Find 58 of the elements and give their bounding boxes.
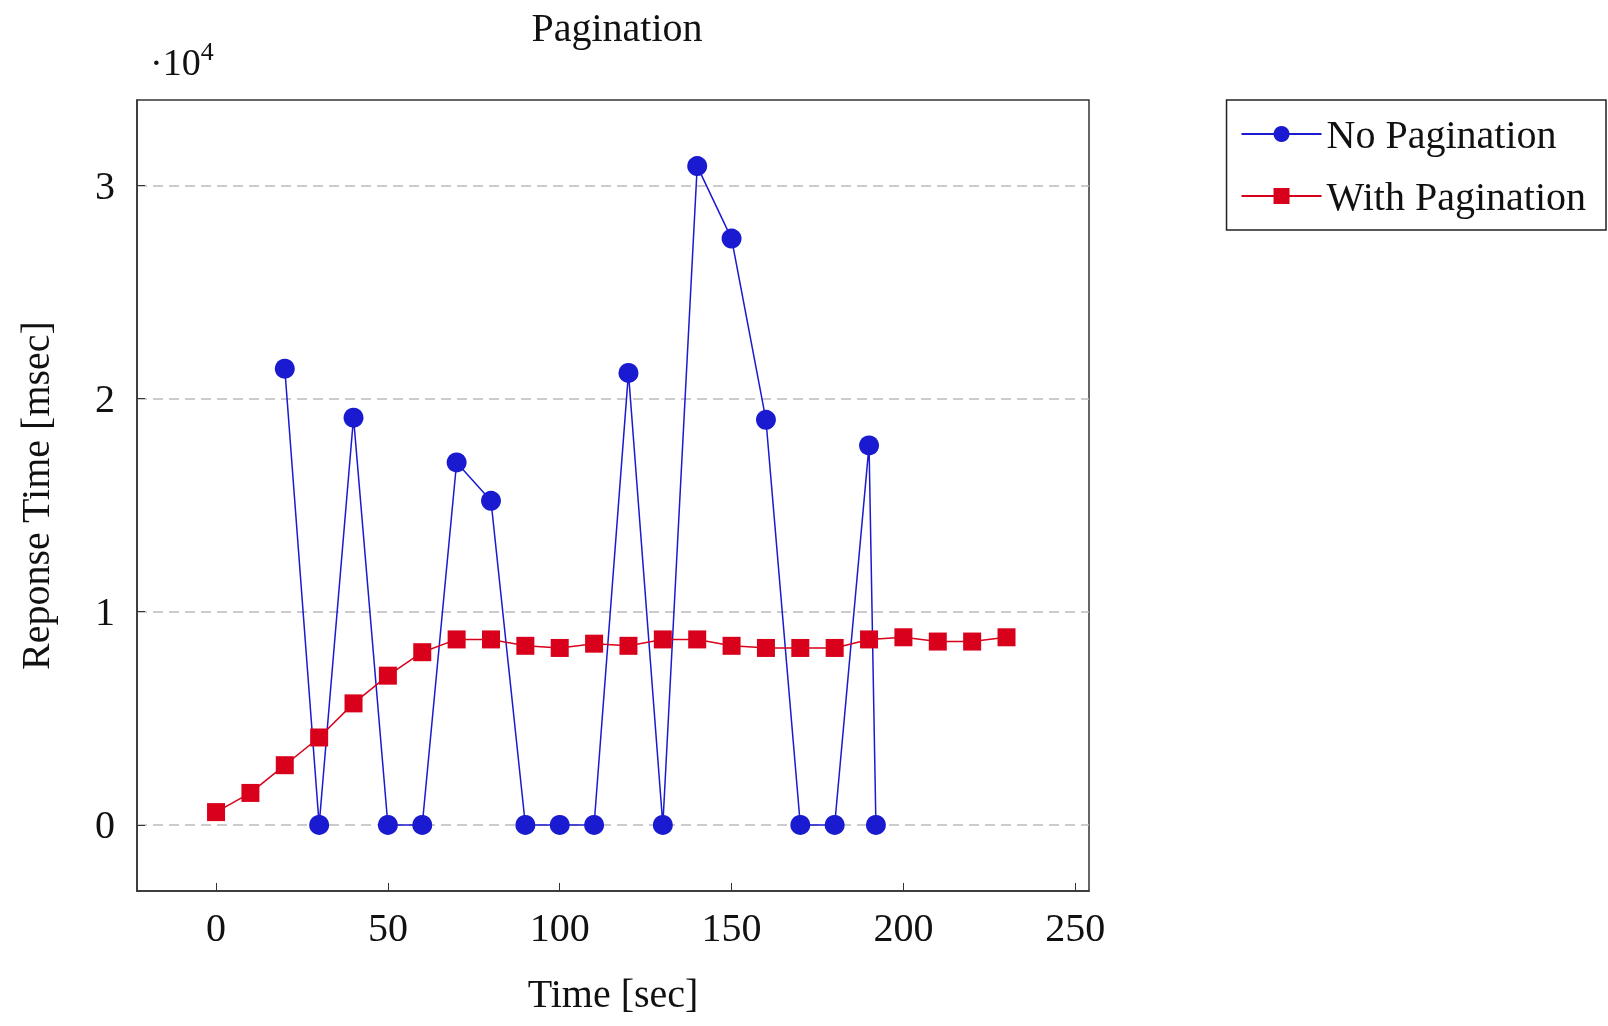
y-axis-title: Reponse Time [msec]	[12, 321, 58, 670]
point	[619, 636, 638, 655]
point	[860, 630, 879, 649]
point	[865, 814, 886, 835]
x-axis-title: Time [sec]	[527, 970, 699, 1016]
x-tick-label: 0	[206, 904, 227, 950]
point	[516, 636, 535, 655]
point	[343, 407, 364, 428]
point	[790, 814, 811, 835]
point	[412, 814, 433, 835]
chart-title: Pagination	[531, 4, 703, 50]
point	[585, 634, 604, 653]
point	[721, 228, 742, 249]
point	[688, 630, 707, 649]
y-tick-label: 1	[95, 589, 115, 635]
point	[756, 638, 775, 657]
point	[241, 783, 260, 802]
x-tick-label: 250	[1045, 904, 1106, 950]
point	[963, 632, 982, 651]
point	[618, 362, 639, 383]
point	[377, 814, 398, 835]
point	[722, 636, 741, 655]
point	[481, 490, 501, 511]
point	[755, 409, 776, 430]
point	[894, 628, 913, 647]
point	[274, 358, 295, 379]
point	[652, 814, 673, 835]
point	[378, 666, 397, 685]
point	[859, 435, 880, 456]
point	[824, 814, 845, 835]
x-tick-label: 200	[873, 904, 934, 950]
x-tick-label: 100	[529, 904, 590, 950]
point	[997, 628, 1016, 647]
point	[446, 452, 467, 473]
point	[515, 814, 536, 835]
point	[791, 638, 810, 657]
point	[825, 638, 844, 657]
x-tick-label: 150	[701, 904, 762, 950]
point	[309, 814, 330, 835]
point	[275, 756, 294, 775]
legend-label: No Pagination	[1326, 111, 1557, 157]
legend-label: With Pagination	[1326, 173, 1587, 219]
point	[653, 630, 672, 649]
point	[928, 632, 947, 651]
y-tick-label: 2	[95, 375, 115, 421]
point	[687, 156, 708, 177]
point	[550, 638, 569, 657]
point	[310, 728, 329, 747]
point	[447, 630, 466, 649]
point	[207, 803, 226, 822]
point	[413, 643, 432, 662]
point	[344, 694, 363, 713]
x-tick-label: 50	[367, 904, 408, 950]
point	[584, 814, 605, 835]
y-tick-label: 3	[95, 162, 115, 208]
point	[549, 814, 570, 835]
point	[481, 630, 500, 649]
y-tick-label: 0	[95, 802, 115, 848]
